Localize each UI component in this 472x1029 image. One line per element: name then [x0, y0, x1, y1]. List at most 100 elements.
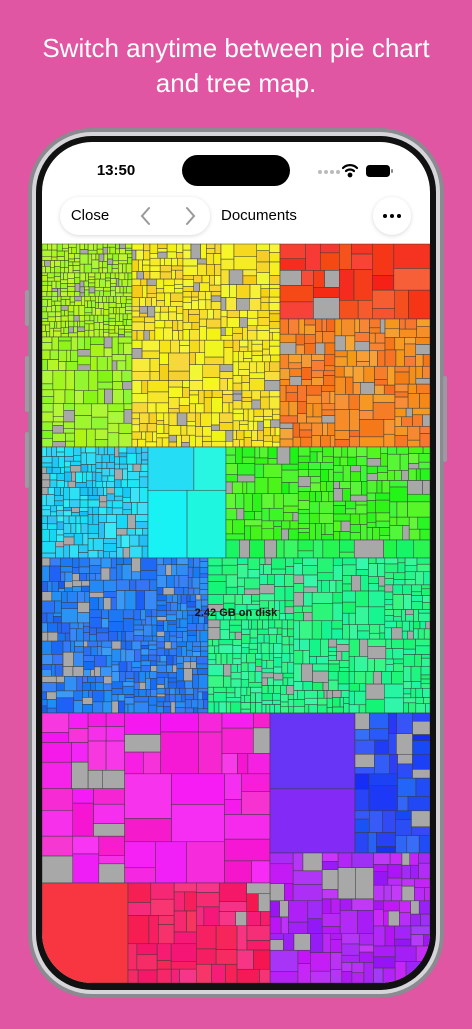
treemap-cell	[109, 246, 116, 255]
treemap-cell	[341, 446, 349, 458]
treemap-cell	[279, 422, 294, 429]
treemap-cell	[260, 911, 271, 927]
treemap-cell	[360, 465, 368, 482]
treemap-cell	[412, 753, 430, 770]
treemap-cell	[157, 243, 168, 249]
treemap-cell	[42, 349, 51, 360]
treemap-cell	[384, 563, 399, 574]
treemap-cell	[203, 699, 209, 710]
treemap-cell	[342, 601, 356, 614]
treemap-cell	[408, 528, 421, 541]
treemap-cell	[42, 306, 47, 313]
treemap-cell	[169, 687, 176, 695]
treemap-cell	[224, 327, 233, 336]
treemap-cell	[106, 500, 113, 508]
treemap-cell	[234, 686, 242, 698]
treemap-cell	[101, 640, 113, 648]
treemap-cell	[297, 550, 314, 559]
treemap-cell	[237, 586, 245, 595]
treemap-cell	[47, 280, 53, 286]
treemap-cell	[60, 288, 68, 293]
treemap-cell	[198, 299, 207, 310]
forward-button[interactable]	[186, 207, 196, 225]
treemap-cell	[179, 339, 190, 346]
treemap-cell	[131, 339, 143, 349]
treemap-cell	[393, 268, 430, 291]
treemap-cell	[391, 884, 403, 902]
treemap-cell	[159, 311, 169, 321]
treemap-cell	[273, 653, 283, 658]
treemap-cell	[280, 694, 289, 703]
treemap-cell	[83, 661, 95, 670]
treemap-cell	[42, 654, 54, 665]
treemap-cell	[241, 634, 251, 644]
treemap-cell	[88, 292, 96, 297]
treemap-cell	[123, 409, 133, 424]
treemap-cell	[207, 557, 223, 567]
treemap-cell	[192, 668, 198, 675]
treemap-cell	[349, 436, 360, 448]
treemap-cell	[98, 506, 108, 515]
treemap-cell	[124, 703, 129, 714]
treemap-cell	[261, 493, 275, 509]
treemap-cell	[107, 422, 120, 434]
close-button[interactable]: Close	[71, 207, 109, 224]
treemap-cell	[184, 687, 194, 695]
treemap-cell	[151, 297, 157, 307]
treemap-cell	[212, 639, 220, 647]
treemap-cell	[118, 661, 128, 672]
treemap-cell	[182, 610, 188, 620]
treemap-cell	[209, 284, 222, 292]
treemap-cell	[51, 280, 57, 289]
treemap-cell	[412, 414, 423, 427]
treemap-cell	[117, 336, 133, 344]
treemap-cell	[97, 646, 103, 656]
treemap-cell	[247, 420, 254, 431]
treemap-cell	[108, 317, 116, 322]
treemap-cell	[87, 464, 92, 473]
treemap-cell	[110, 286, 116, 292]
treemap-cell	[127, 882, 152, 903]
treemap-cell	[115, 248, 120, 255]
treemap-cell	[401, 878, 415, 887]
treemap-cell	[418, 852, 430, 864]
treemap-cell	[42, 591, 53, 602]
treemap-cell	[269, 712, 356, 790]
treemap-cell	[176, 243, 184, 253]
treemap-cell	[269, 704, 275, 714]
treemap-cell	[272, 693, 281, 701]
treemap-cell	[61, 247, 69, 252]
treemap-cell	[64, 471, 72, 482]
treemap-cell	[139, 476, 149, 488]
treemap-cell	[64, 466, 71, 473]
treemap-cell	[55, 690, 75, 699]
treemap-cell	[193, 587, 201, 596]
treemap-cell	[167, 681, 178, 689]
treemap-cell	[359, 638, 369, 657]
treemap-cell	[54, 487, 61, 496]
treemap-cell	[88, 276, 96, 280]
treemap-cell	[107, 411, 125, 424]
treemap-cell	[213, 686, 227, 693]
treemap-cell	[308, 469, 321, 477]
treemap-cell	[253, 416, 264, 422]
treemap-cell	[170, 602, 178, 612]
treemap-cell	[161, 437, 170, 448]
treemap-cell	[90, 646, 98, 656]
treemap-cell	[156, 292, 165, 301]
treemap-cell	[176, 668, 185, 682]
treemap-cell	[202, 377, 221, 391]
treemap-cell	[86, 452, 97, 465]
treemap-cell	[356, 361, 370, 367]
treemap-cell	[60, 299, 67, 306]
treemap-cell	[50, 505, 57, 513]
treemap-cell	[274, 704, 281, 714]
treemap-cell	[67, 278, 75, 284]
battery-icon	[366, 165, 390, 177]
treemap-cell	[103, 446, 108, 456]
back-button[interactable]	[140, 207, 150, 225]
treemap-cell	[293, 706, 306, 714]
treemap-cell	[149, 330, 156, 341]
treemap-cell	[315, 523, 322, 541]
treemap-cell	[85, 480, 93, 488]
